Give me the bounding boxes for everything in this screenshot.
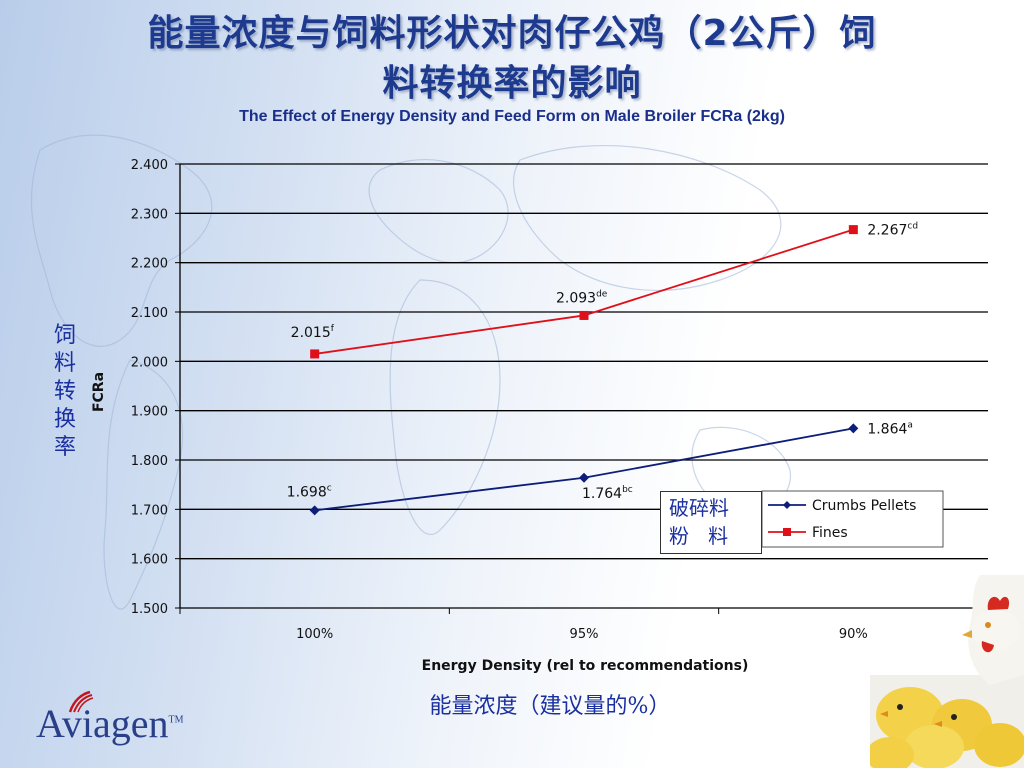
x-tick-label: 100%	[296, 627, 333, 642]
y-axis-title: FCRa	[91, 372, 107, 412]
legend-cn-fines: 粉 料	[669, 524, 729, 548]
data-label: 2.015f	[291, 324, 335, 341]
legend-marker-diamond	[783, 501, 791, 509]
series	[309, 225, 859, 516]
y-axis-label-cn-char: 饲	[53, 323, 76, 348]
data-label-superscript: a	[907, 420, 913, 430]
chicks-photo	[870, 575, 1024, 768]
y-tick-label: 2.300	[131, 207, 168, 222]
legend: Crumbs Pellets Fines	[761, 490, 944, 548]
data-label-superscript: de	[596, 289, 608, 299]
y-axis-label-cn-char: 换	[53, 407, 76, 432]
aviagen-logo-text: AviagenTM	[36, 700, 184, 747]
aviagen-logo-word: Aviagen	[36, 701, 169, 746]
slide-title-line-1: 能量浓度与饲料形状对肉仔公鸡（2公斤）饲	[147, 13, 877, 54]
x-axis-label-cn: 能量浓度（建议量的%）	[429, 694, 671, 719]
legend-cn-box: 破碎料 粉 料	[660, 491, 762, 554]
y-axis-label-cn-char: 料	[53, 351, 76, 376]
data-label: 1.864a	[867, 420, 913, 437]
x-tick-label: 95%	[570, 627, 599, 642]
data-label: 1.764bc	[582, 485, 633, 502]
legend-label: Crumbs Pellets	[812, 498, 916, 514]
slide-title-line-2: 料转换率的影响	[382, 63, 642, 104]
data-label: 1.698c	[287, 483, 332, 500]
data-labels: 1.698c 1.764bc 1.864a 2.015f 2.093de 2.267cd	[287, 222, 918, 502]
aviagen-logo-icon	[68, 690, 94, 713]
legend-label: Fines	[812, 525, 848, 541]
data-point-square	[310, 349, 320, 359]
y-axis-label-cn-char: 率	[53, 435, 76, 460]
y-tick-label: 1.600	[131, 553, 168, 568]
axes: 1.500 1.600 1.700 1.800 1.900 2.000 2.100 2.200…	[91, 158, 989, 674]
data-label-superscript: c	[327, 483, 332, 493]
aviagen-logo-tm: TM	[168, 714, 184, 726]
y-tick-label: 1.800	[131, 454, 168, 469]
data-label-superscript: bc	[622, 485, 633, 495]
y-tick-label: 1.700	[131, 503, 168, 518]
data-label-superscript: cd	[907, 222, 918, 232]
x-axis-title: Energy Density (rel to recommendations)	[422, 658, 749, 674]
y-tick-label: 1.500	[131, 602, 168, 617]
data-label: 2.093de	[556, 289, 608, 306]
data-point-square	[848, 225, 858, 235]
y-axis-label-cn-char: 转	[53, 379, 76, 404]
y-axis-label-cn: 饲 料 转 换 率	[50, 322, 80, 462]
legend-marker-square	[783, 528, 791, 536]
y-tick-label: 1.900	[131, 405, 168, 420]
y-tick-label: 2.200	[131, 257, 168, 272]
data-label-superscript: f	[331, 324, 335, 334]
data-point-diamond	[309, 505, 320, 516]
legend-box	[761, 490, 944, 548]
data-label: 2.267cd	[867, 222, 918, 239]
x-tick-label: 90%	[839, 627, 868, 642]
y-tick-label: 2.000	[131, 355, 168, 370]
legend-cn-crumbs: 破碎料	[669, 496, 729, 520]
data-point-square	[579, 310, 589, 320]
data-point-diamond	[579, 472, 589, 483]
y-tick-label: 2.100	[131, 306, 168, 321]
slide-subtitle: The Effect of Energy Density and Feed Fo…	[239, 108, 785, 125]
y-tick-label: 2.400	[131, 158, 168, 173]
data-point-diamond	[848, 423, 859, 434]
